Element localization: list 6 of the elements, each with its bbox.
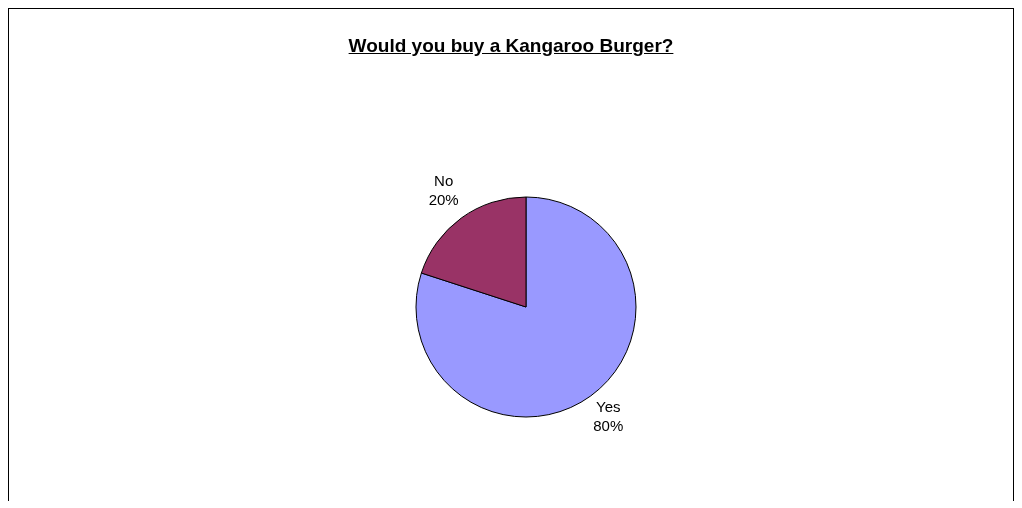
slice-label: No [434,171,454,189]
chart-title: Would you buy a Kangaroo Burger? [347,35,675,57]
data-label: 20% [428,190,459,208]
pie-slice [415,196,637,418]
slice-label: Yes [596,398,621,416]
data-label: 80% [593,417,624,435]
